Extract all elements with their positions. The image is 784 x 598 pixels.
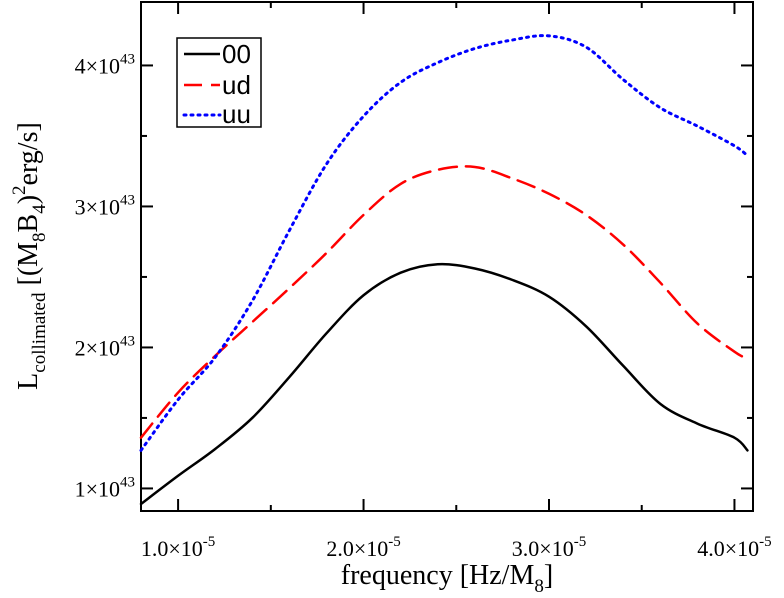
x-tick-label: 4.0×10-5 [697,534,771,561]
y-tick-label: 1×1043 [75,474,135,501]
x-tick-labels: 1.0×10-5 2.0×10-5 3.0×10-5 4.0×10-5 [141,534,772,561]
y-tick-labels: 1×1043 2×1043 3×1043 4×1043 [75,51,135,501]
legend-label-uu: uu [222,99,251,129]
series-line-00 [139,262,749,506]
series-lines [139,34,749,506]
y-tick-label: 4×1043 [75,51,135,78]
x-tick-label: 1.0×10-5 [141,534,215,561]
legend: 00 ud uu [176,37,262,129]
x-axis-label: frequency [Hz/M8] [341,560,553,597]
legend-label-00: 00 [222,39,251,69]
y-tick-label: 2×1043 [75,333,135,360]
plot-frame [140,1,754,512]
y-axis-label: Lcollimated [(M8B4)2erg/s] [9,122,50,390]
x-tick-label: 2.0×10-5 [326,534,400,561]
series-line-uu [139,34,749,452]
series-line-ud [139,165,749,439]
x-tick-label: 3.0×10-5 [512,534,586,561]
legend-label-ud: ud [222,70,251,100]
ticks [141,2,753,511]
y-tick-label: 3×1043 [75,192,135,219]
